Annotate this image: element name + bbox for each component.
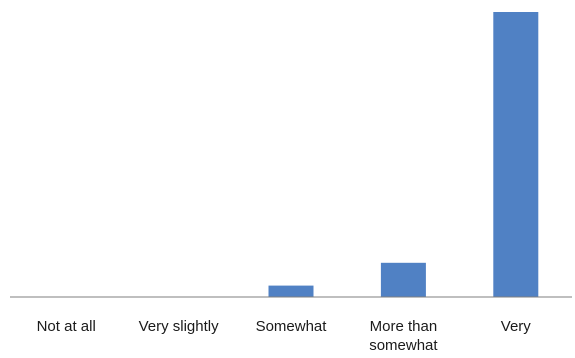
bars [268,12,539,297]
x-tick-label-line: somewhat [369,337,438,354]
category-labels: Not at all Very slightly Somewhat More than… [37,318,532,354]
x-tick-label: Very slightly [139,318,220,335]
x-tick-label-line: Not at all [37,318,96,335]
bar-4 [493,12,539,297]
bar-2 [268,285,314,297]
x-tick-label: More than somewhat [369,318,438,354]
x-tick-label: Very [501,318,532,335]
x-tick-label-line: Very slightly [139,318,220,335]
x-tick-label: Somewhat [256,318,328,335]
x-tick-label-line: More than [370,318,438,335]
x-tick-label: Not at all [37,318,96,335]
bar-3 [380,262,426,297]
x-tick-label-line: Very [501,318,532,335]
x-tick-label-line: Somewhat [256,318,328,335]
